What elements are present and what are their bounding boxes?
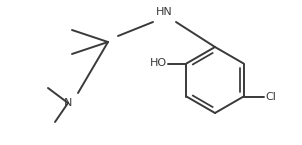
Text: HO: HO [150,58,167,68]
Text: HN: HN [156,7,172,17]
Text: Cl: Cl [265,91,276,102]
Text: N: N [64,98,72,108]
